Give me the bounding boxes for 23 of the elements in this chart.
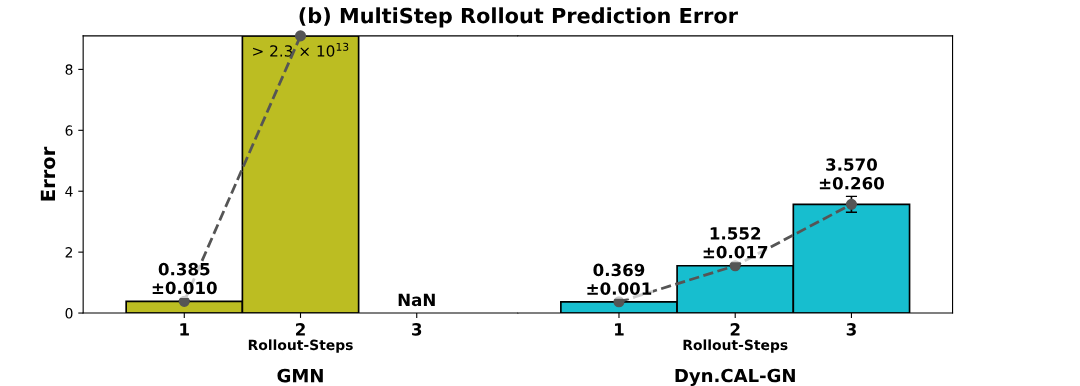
x-tick-label: 3 (846, 323, 856, 336)
y-tick-label: 2 (65, 247, 73, 258)
y-tick-label: 0 (65, 308, 73, 319)
y-axis-title: Error (40, 146, 56, 201)
text: NaN (398, 293, 435, 307)
x-tick-label: 1 (615, 323, 624, 336)
text: GMN (277, 368, 323, 383)
y-tick-label: 6 (65, 125, 73, 136)
data-label: > 2.3 × 10$^{13}$ (253, 42, 349, 57)
y-tick-label: 8 (65, 64, 73, 75)
data-label: 1.552 ±0.017 (703, 227, 768, 259)
x-tick-label: 1 (180, 323, 189, 336)
text: Dyn.CAL-GN (675, 368, 795, 386)
data-label: 3.570 ±0.260 (819, 158, 884, 190)
data-label: 0.369 ±0.001 (587, 263, 652, 295)
chart-title: (b) MultiStep Rollout Prediction Error (299, 7, 738, 28)
x-axis-title: Rollout-Steps (248, 339, 353, 353)
x-tick-label: 2 (730, 323, 740, 336)
data-label: 0.385 ±0.010 (152, 262, 217, 295)
y-tick-label: 4 (65, 186, 73, 197)
x-tick-label: 3 (412, 323, 422, 336)
x-tick-label: 2 (296, 323, 305, 336)
x-axis-title: Rollout-Steps (683, 339, 788, 353)
